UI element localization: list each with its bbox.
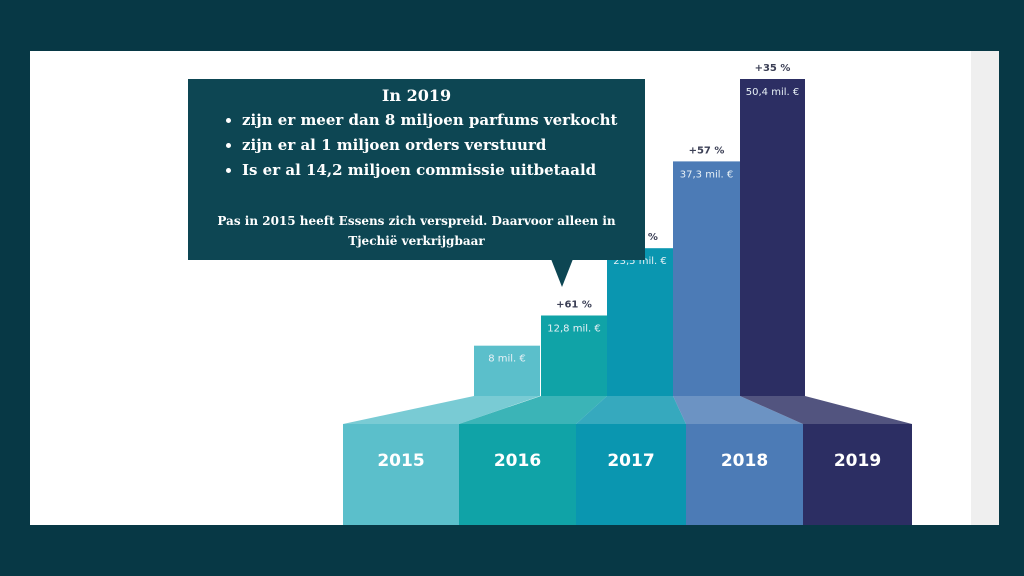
callout-bullet-list: zijn er meer dan 8 miljoen parfums verko… (224, 108, 617, 183)
year-base-blocks: 2015 2016 2017 2018 2019 (343, 424, 912, 525)
bar-base-connectors (343, 396, 912, 424)
callout-bullet: zijn er al 1 miljoen orders verstuurd (242, 133, 617, 158)
callout-note: Pas in 2015 heeft Essens zich verspreid.… (217, 214, 616, 248)
year-base (803, 424, 912, 525)
callout-title: In 2019 (381, 86, 452, 105)
bar (740, 79, 805, 396)
bar-connector (576, 396, 686, 424)
value-label: 8 mil. € (488, 354, 526, 365)
year-label: 2016 (494, 451, 541, 471)
year-label: 2015 (377, 451, 424, 471)
year-label: 2017 (607, 451, 654, 471)
value-label: 12,8 mil. € (547, 323, 600, 334)
bar (474, 345, 540, 396)
year-base (576, 424, 686, 525)
growth-label: +57 % (689, 145, 725, 156)
bar-connector (343, 396, 540, 424)
slide-edge (971, 51, 999, 525)
year-base (686, 424, 803, 525)
bars-group (474, 79, 805, 396)
year-base (459, 424, 576, 525)
year-base (343, 424, 459, 525)
value-label: 23,5 mil. € (613, 256, 666, 267)
year-label: 2019 (834, 451, 881, 471)
bar-connector (459, 396, 607, 424)
bar-connector (673, 396, 803, 424)
callout-bullet: zijn er meer dan 8 miljoen parfums verko… (242, 108, 617, 133)
callout-pointer (551, 259, 573, 287)
callout-bullet: Is er al 14,2 miljoen commissie uitbetaa… (242, 158, 617, 183)
value-label: 37,3 mil. € (680, 169, 733, 180)
growth-label: +61 % (556, 299, 592, 310)
bar (541, 315, 607, 396)
bar (607, 248, 673, 396)
value-label: 50,4 mil. € (746, 87, 799, 98)
bar (673, 161, 740, 396)
bar-connector (740, 396, 912, 424)
year-label: 2018 (721, 451, 768, 471)
info-callout: In 2019 zijn er meer dan 8 miljoen parfu… (188, 79, 645, 260)
growth-label: +35 % (755, 63, 791, 74)
